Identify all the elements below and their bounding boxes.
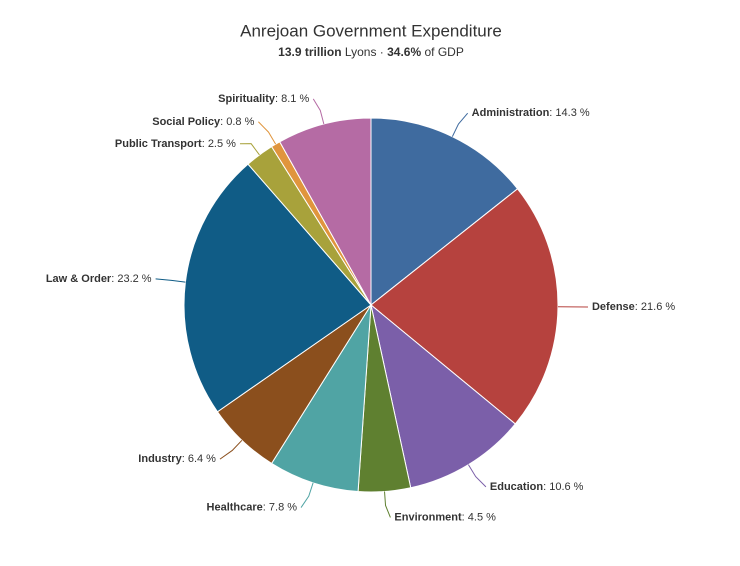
data-label: Administration: 14.3 %	[472, 107, 590, 119]
data-label: Education: 10.6 %	[490, 481, 584, 493]
label-name: Defense	[592, 301, 635, 313]
label-value: 21.6 %	[641, 301, 675, 313]
data-label: Healthcare: 7.8 %	[207, 501, 298, 513]
data-label: Defense: 21.6 %	[592, 301, 675, 313]
connector	[468, 465, 486, 487]
connector	[240, 144, 260, 155]
connector	[220, 440, 242, 459]
data-label: Public Transport: 2.5 %	[115, 138, 236, 150]
label-name: Healthcare	[207, 501, 263, 513]
label-name: Education	[490, 481, 543, 493]
subtitle-part: of GDP	[421, 45, 464, 59]
label-name: Environment	[394, 511, 462, 523]
label-name: Administration	[472, 107, 550, 119]
label-value: 10.6 %	[549, 481, 583, 493]
subtitle-part: 13.9 trillion	[278, 45, 341, 59]
label-name: Industry	[138, 453, 182, 465]
connector	[156, 279, 186, 282]
label-value: 23.2 %	[117, 273, 151, 285]
connector	[301, 483, 313, 508]
label-name: Public Transport	[115, 138, 202, 150]
label-name: Social Policy	[152, 116, 221, 128]
subtitle-part: Lyons ·	[342, 45, 388, 59]
label-name: Law & Order	[46, 273, 112, 285]
connector	[452, 113, 467, 136]
label-value: 4.5 %	[468, 511, 496, 523]
label-name: Spirituality	[218, 93, 276, 105]
chart-title: Anrejoan Government Expenditure	[240, 21, 502, 40]
data-label: Law & Order: 23.2 %	[46, 273, 152, 285]
chart-subtitle: 13.9 trillion Lyons · 34.6% of GDP	[278, 45, 464, 59]
subtitle-part: 34.6%	[387, 45, 421, 59]
label-value: 8.1 %	[281, 93, 309, 105]
label-value: 2.5 %	[208, 138, 236, 150]
label-value: 14.3 %	[555, 107, 589, 119]
connector	[258, 122, 275, 144]
data-label: Social Policy: 0.8 %	[152, 116, 254, 128]
data-label: Industry: 6.4 %	[138, 453, 216, 465]
data-label: Environment: 4.5 %	[394, 511, 496, 523]
label-value: 7.8 %	[269, 501, 297, 513]
label-value: 0.8 %	[226, 116, 254, 128]
label-value: 6.4 %	[188, 453, 216, 465]
connector	[313, 99, 324, 124]
data-label: Spirituality: 8.1 %	[218, 93, 309, 105]
connector	[385, 492, 391, 518]
